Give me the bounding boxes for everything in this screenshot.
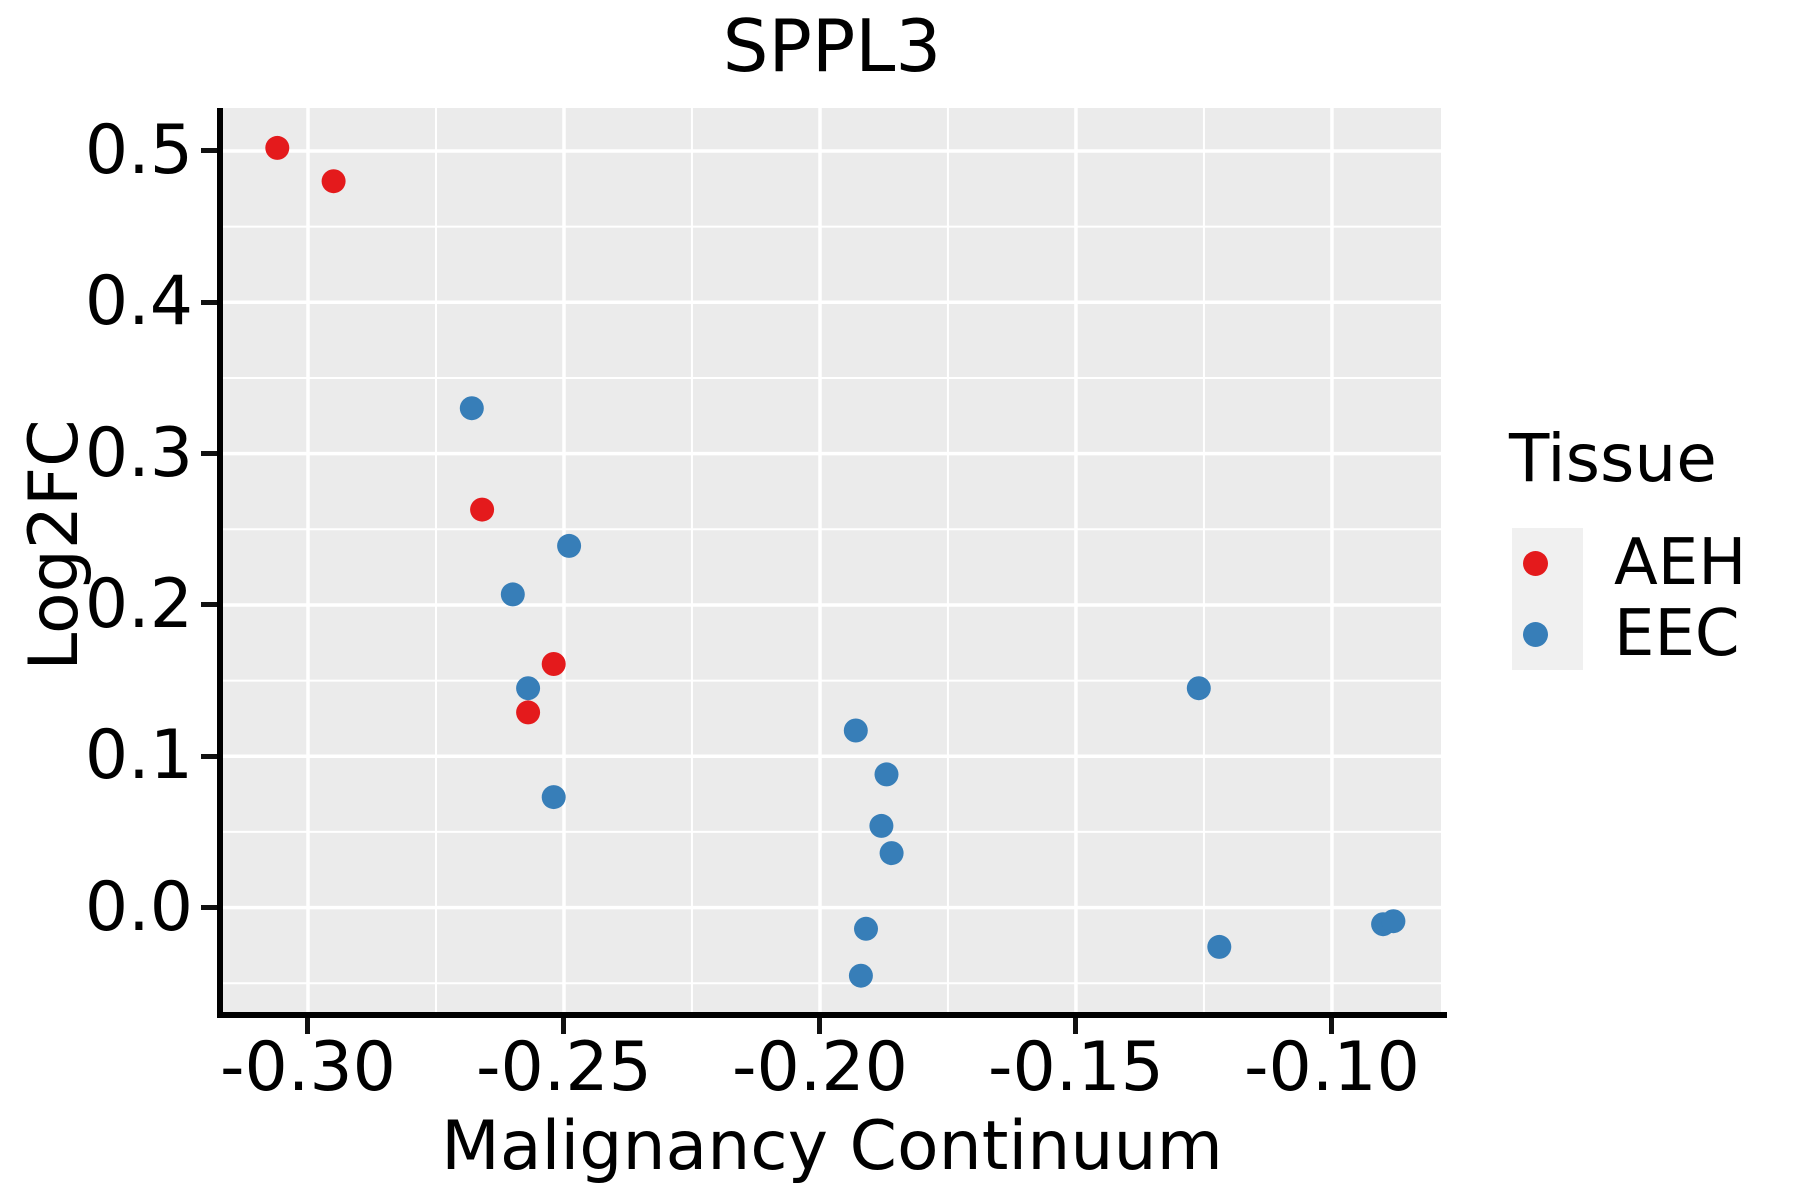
y-tick-mark bbox=[201, 905, 217, 911]
legend-item-label: EEC bbox=[1614, 597, 1740, 671]
data-point-aeh bbox=[265, 135, 290, 160]
data-point-eec bbox=[1381, 909, 1406, 934]
data-point-eec bbox=[848, 963, 873, 988]
data-point-eec bbox=[854, 916, 878, 941]
x-tick-mark bbox=[561, 1018, 567, 1034]
data-point-eec bbox=[1207, 934, 1232, 959]
legend-item-label: AEH bbox=[1614, 526, 1747, 600]
aeh-dot-icon bbox=[1523, 551, 1548, 576]
data-point-aeh bbox=[470, 497, 495, 522]
legend-items: AEH EEC bbox=[1500, 528, 1790, 670]
plot-title: SPPL3 bbox=[722, 4, 942, 88]
y-tick-label: 0.2 bbox=[84, 564, 193, 644]
y-axis-title: Log2FC bbox=[15, 419, 94, 671]
data-point-eec bbox=[843, 718, 868, 743]
data-point-eec bbox=[1186, 676, 1211, 701]
y-tick-label: 0.5 bbox=[84, 110, 193, 190]
legend-item-aeh: AEH bbox=[1500, 528, 1790, 599]
x-tick-label: -0.15 bbox=[987, 1028, 1164, 1107]
legend: Tissue AEH EEC bbox=[1500, 420, 1790, 670]
x-tick-label: -0.25 bbox=[475, 1028, 652, 1107]
data-point-eec bbox=[557, 533, 582, 558]
y-tick-mark bbox=[201, 148, 217, 154]
legend-title: Tissue bbox=[1509, 420, 1717, 497]
y-tick-mark bbox=[201, 753, 217, 759]
scatter-canvas bbox=[223, 108, 1441, 1012]
plot-panel bbox=[223, 108, 1441, 1012]
eec-dot-icon bbox=[1523, 622, 1548, 647]
data-point-eec bbox=[869, 813, 894, 838]
data-point-eec bbox=[459, 396, 484, 421]
y-tick-label: 0.1 bbox=[84, 716, 193, 796]
data-point-aeh bbox=[321, 169, 346, 194]
x-tick-label: -0.20 bbox=[731, 1028, 908, 1107]
y-tick-mark bbox=[201, 602, 217, 608]
x-tick-mark bbox=[305, 1018, 311, 1034]
data-point-eec bbox=[516, 676, 541, 701]
y-tick-label: 0.3 bbox=[84, 413, 193, 493]
x-axis-title: Malignancy Continuum bbox=[441, 1107, 1223, 1186]
y-tick-label: 0.4 bbox=[84, 262, 193, 342]
x-tick-mark bbox=[817, 1018, 823, 1034]
y-tick-label: 0.0 bbox=[84, 867, 193, 947]
x-tick-label: -0.30 bbox=[220, 1028, 396, 1107]
x-tick-mark bbox=[1073, 1018, 1079, 1034]
data-point-eec bbox=[500, 582, 525, 607]
y-axis-spine bbox=[217, 108, 223, 1018]
data-point-eec bbox=[874, 762, 899, 787]
legend-item-eec: EEC bbox=[1500, 599, 1790, 670]
x-tick-label: -0.10 bbox=[1243, 1028, 1420, 1107]
y-tick-mark bbox=[201, 299, 217, 305]
data-point-eec bbox=[541, 785, 566, 810]
y-tick-mark bbox=[201, 451, 217, 457]
data-point-eec bbox=[879, 841, 904, 866]
x-tick-mark bbox=[1329, 1018, 1335, 1034]
x-axis-spine bbox=[217, 1012, 1447, 1018]
data-point-aeh bbox=[541, 652, 566, 676]
data-point-aeh bbox=[516, 700, 541, 725]
